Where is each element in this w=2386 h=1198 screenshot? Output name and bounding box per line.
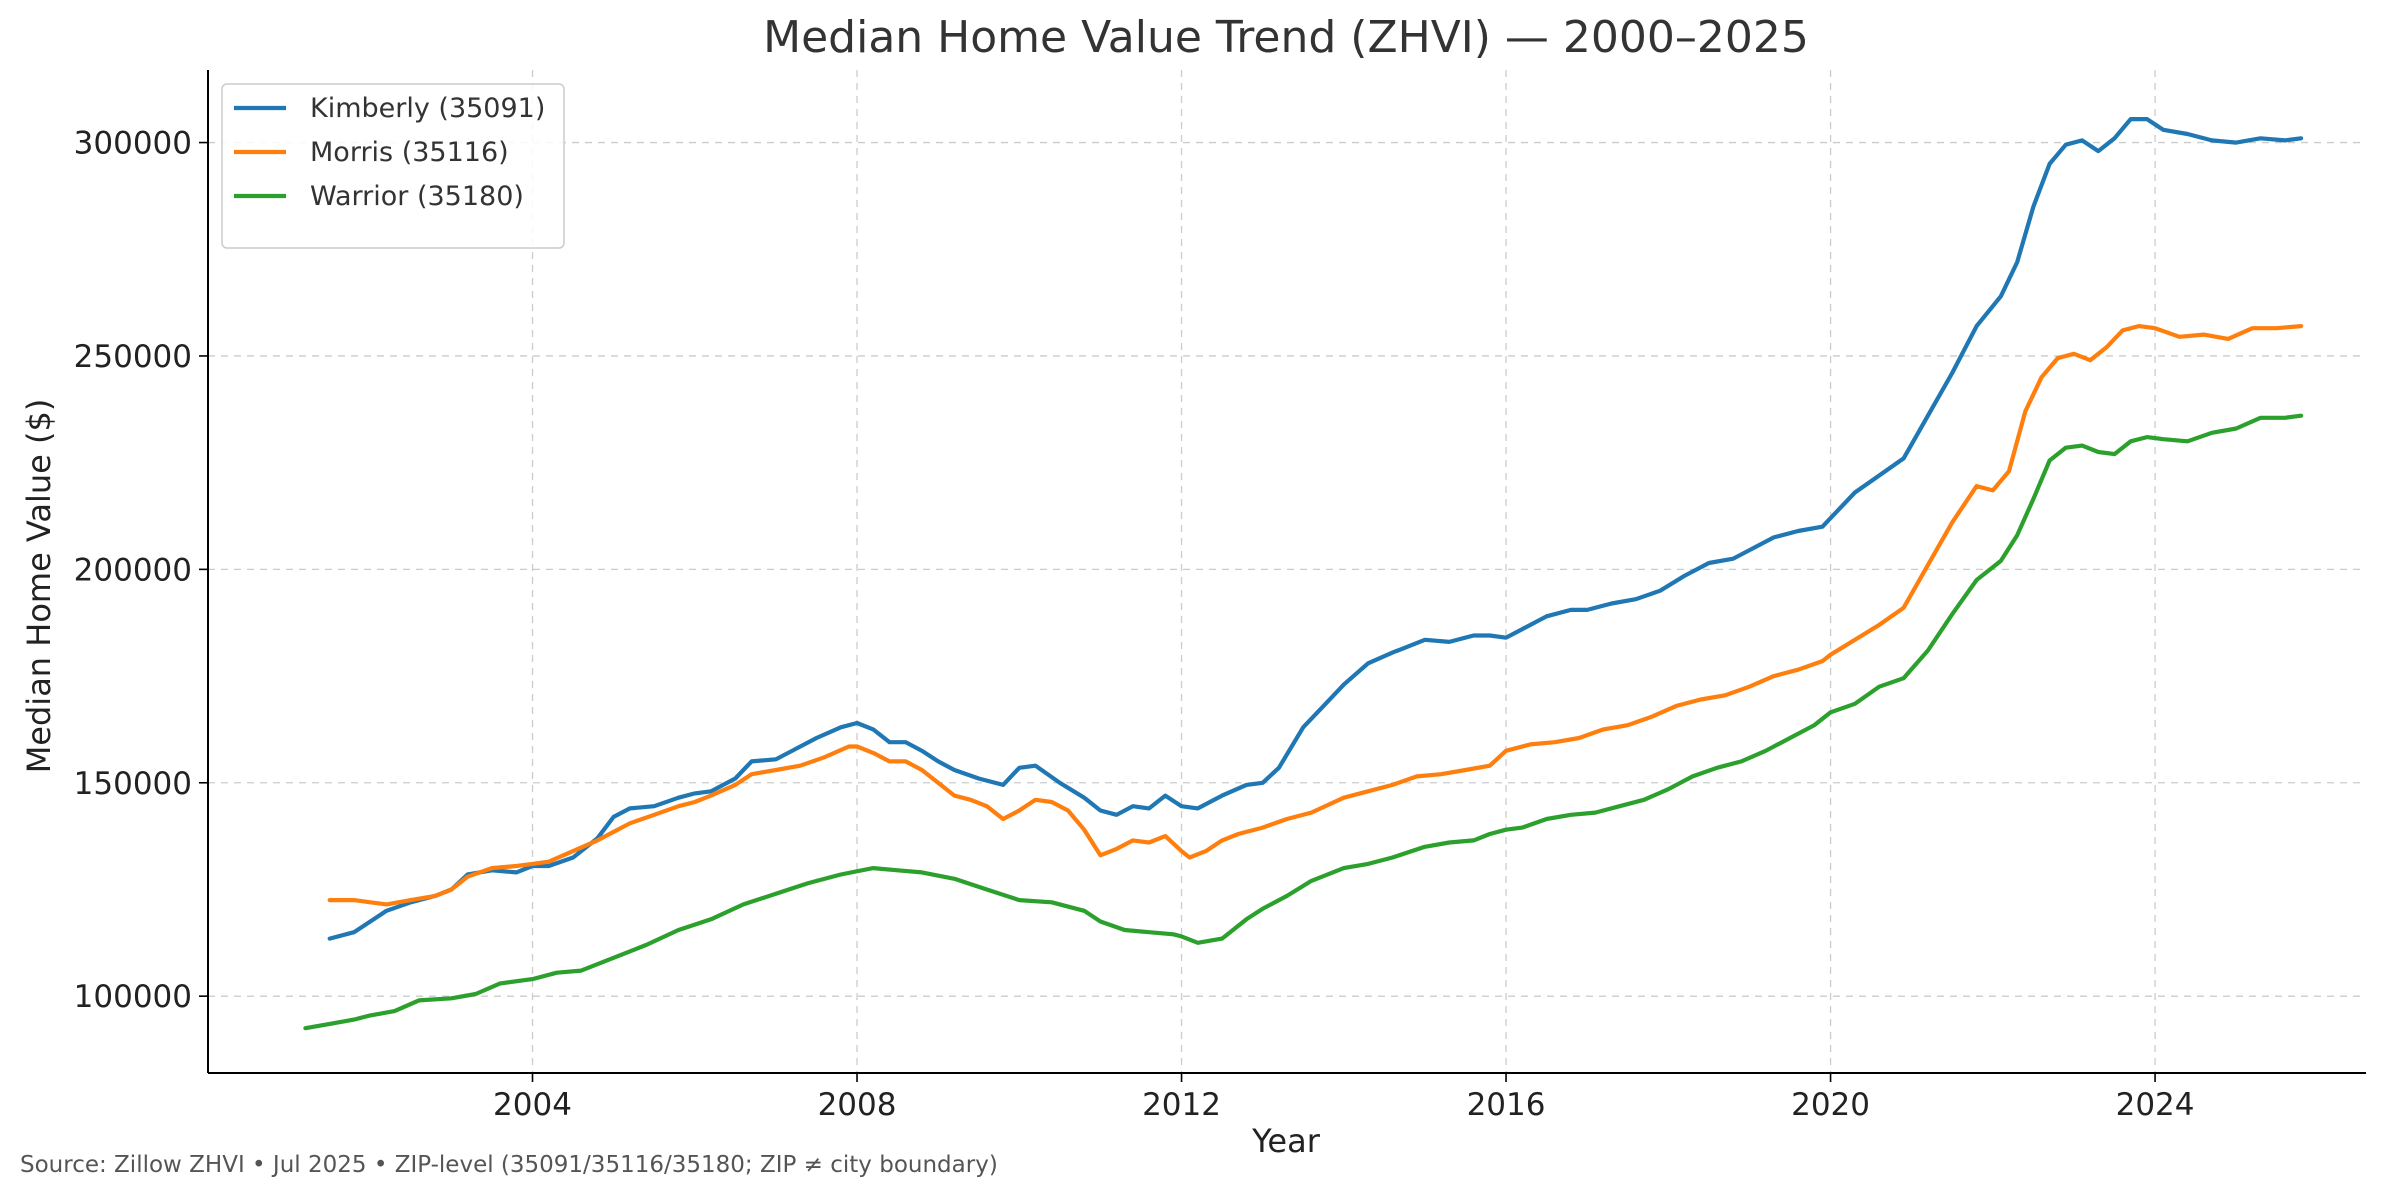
series-lines: [303, 117, 2304, 1031]
y-axis-label: Median Home Value ($): [20, 399, 58, 774]
y-tick-label: 150000: [74, 766, 192, 802]
axes: [199, 70, 2366, 1082]
grid: [208, 70, 2366, 1073]
y-tick-label: 300000: [74, 126, 192, 162]
x-tick-label: 2008: [818, 1087, 897, 1123]
x-tick-label: 2024: [2116, 1087, 2195, 1123]
y-tick-label: 200000: [74, 552, 192, 588]
series-line-1: [327, 324, 2304, 907]
tick-labels: 2004 2008 2012 2016 2020 2024 100000 150000 2000…: [74, 126, 2195, 1123]
x-axis-label: Year: [1251, 1122, 1321, 1160]
legend-box: [221, 83, 565, 249]
legend: Kimberly (35091) Morris (35116) Warrior (3…: [221, 83, 565, 249]
legend-label: Kimberly (35091): [310, 93, 545, 124]
y-tick-label: 100000: [74, 979, 192, 1015]
source-note: Source: Zillow ZHVI • Jul 2025 • ZIP-lev…: [20, 1152, 998, 1178]
x-tick-label: 2012: [1142, 1087, 1221, 1123]
series-line-0: [327, 117, 2304, 941]
y-tick-label: 250000: [74, 339, 192, 375]
x-tick-label: 2004: [493, 1087, 572, 1123]
x-tick-label: 2016: [1467, 1087, 1546, 1123]
legend-label: Warrior (35180): [310, 181, 524, 212]
legend-label: Morris (35116): [310, 137, 509, 168]
series-line-2: [303, 413, 2304, 1031]
chart-title: Median Home Value Trend (ZHVI) — 2000–20…: [763, 12, 1809, 63]
x-tick-label: 2020: [1791, 1087, 1870, 1123]
